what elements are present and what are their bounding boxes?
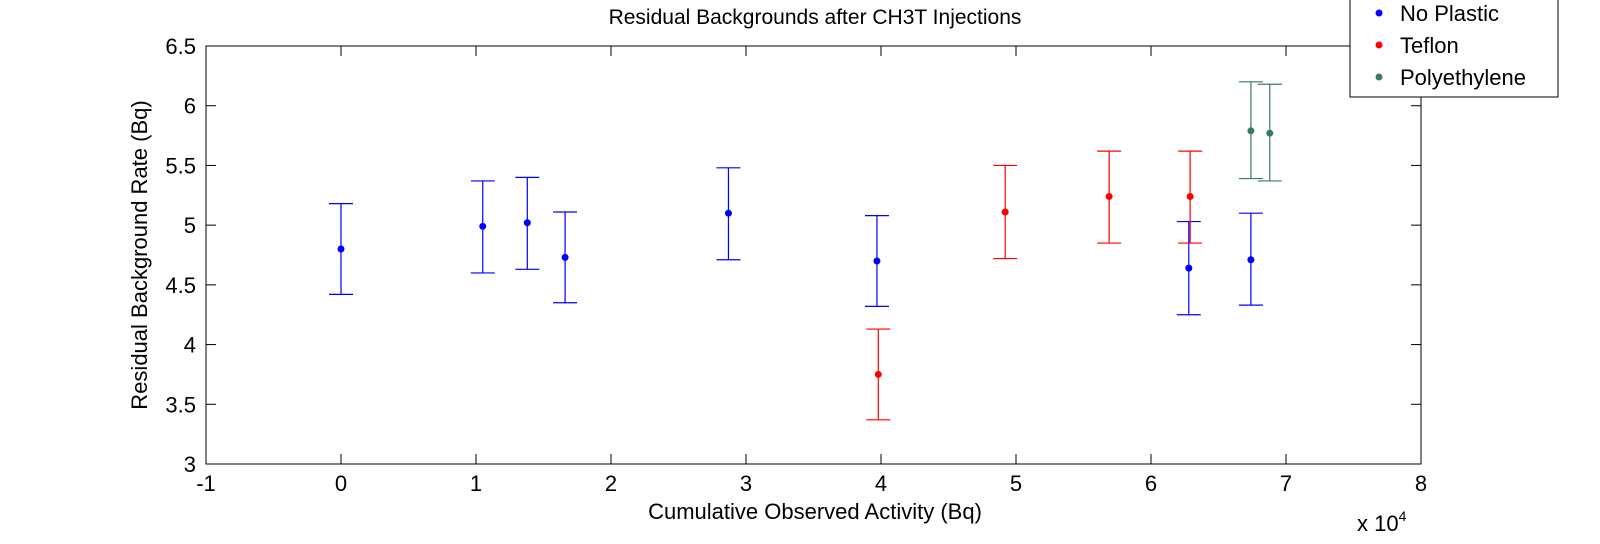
x-tick-label: -1 bbox=[196, 471, 216, 496]
x-tick-label: 3 bbox=[740, 471, 752, 496]
x-tick-label: 4 bbox=[875, 471, 887, 496]
y-tick-label: 6.5 bbox=[165, 34, 196, 59]
x-axis-multiplier: x 104 bbox=[1357, 508, 1407, 536]
plot-area bbox=[205, 45, 1422, 465]
data-point bbox=[874, 370, 882, 378]
x-tick-label: 5 bbox=[1010, 471, 1022, 496]
series-no-plastic bbox=[329, 167, 1263, 316]
data-point bbox=[1247, 127, 1255, 135]
x-tick-label: 6 bbox=[1145, 471, 1157, 496]
legend-marker bbox=[1375, 73, 1383, 81]
data-point bbox=[1247, 256, 1255, 264]
y-tick-label: 3.5 bbox=[165, 392, 196, 417]
y-tick-label: 3 bbox=[184, 452, 196, 477]
legend-label: Teflon bbox=[1400, 33, 1459, 58]
data-point bbox=[1186, 192, 1194, 200]
data-point bbox=[1105, 192, 1113, 200]
x-tick-label: 2 bbox=[605, 471, 617, 496]
y-tick-labels: 3 3.5 4 4.5 5 5.5 6 6.5 bbox=[165, 34, 196, 477]
x-tick-label: 1 bbox=[470, 471, 482, 496]
y-axis-label: Residual Background Rate (Bq) bbox=[127, 100, 152, 409]
data-point bbox=[523, 219, 531, 227]
legend-label: Polyethylene bbox=[1400, 65, 1526, 90]
data-point bbox=[1185, 264, 1193, 272]
data-point bbox=[561, 253, 569, 261]
x-multiplier-base: x 10 bbox=[1357, 511, 1399, 536]
y-tick-label: 6 bbox=[184, 94, 196, 119]
legend-marker bbox=[1375, 41, 1383, 49]
x-multiplier-exponent: 4 bbox=[1399, 508, 1407, 524]
chart-title: Residual Backgrounds after CH3T Injectio… bbox=[609, 6, 1022, 29]
data-point bbox=[337, 245, 345, 253]
y-tick-label: 4.5 bbox=[165, 273, 196, 298]
data-marks bbox=[329, 81, 1282, 421]
x-tick-labels: -1 0 1 2 3 4 5 6 7 8 bbox=[196, 471, 1427, 496]
legend-marker bbox=[1375, 9, 1383, 17]
legend-label: No Plastic bbox=[1400, 1, 1499, 26]
legend: No Plastic Teflon Polyethylene bbox=[1349, 0, 1559, 98]
y-tick-label: 4 bbox=[184, 333, 196, 358]
data-point bbox=[724, 209, 732, 217]
axis-ticks bbox=[205, 45, 1422, 465]
x-tick-label: 7 bbox=[1280, 471, 1292, 496]
series-polyethylene bbox=[1238, 81, 1282, 182]
data-point bbox=[1001, 208, 1009, 216]
x-axis-label: Cumulative Observed Activity (Bq) bbox=[648, 499, 982, 524]
data-point bbox=[479, 222, 487, 230]
data-point bbox=[873, 257, 881, 265]
series-teflon bbox=[866, 150, 1203, 421]
y-tick-label: 5 bbox=[184, 213, 196, 238]
legend-box bbox=[1349, 0, 1559, 98]
x-tick-label: 8 bbox=[1415, 471, 1427, 496]
data-point bbox=[1266, 129, 1274, 137]
x-tick-label: 0 bbox=[335, 471, 347, 496]
y-tick-label: 5.5 bbox=[165, 153, 196, 178]
